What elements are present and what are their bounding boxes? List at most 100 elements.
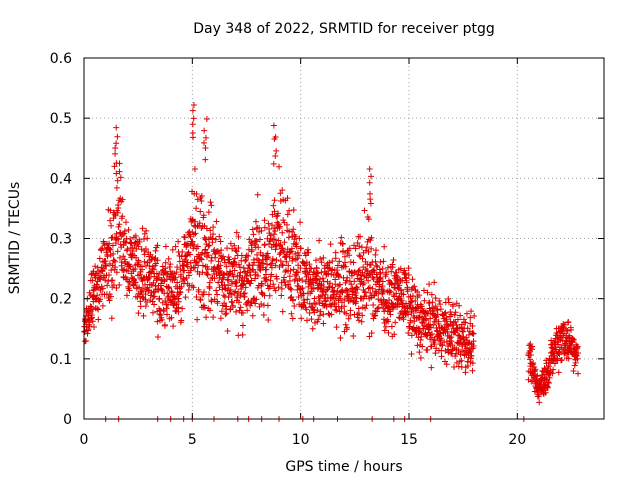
data-point	[198, 256, 205, 263]
data-point	[344, 274, 351, 281]
data-point	[135, 259, 142, 266]
data-point	[279, 229, 286, 236]
data-point	[433, 327, 440, 334]
data-point	[275, 237, 282, 244]
data-point	[317, 308, 324, 315]
data-point	[168, 314, 175, 321]
data-point	[437, 301, 444, 308]
data-point	[362, 247, 369, 254]
data-point	[368, 173, 375, 180]
data-point	[354, 314, 361, 321]
data-point	[113, 124, 120, 131]
data-point	[281, 274, 288, 281]
data-point	[161, 321, 168, 328]
data-point	[290, 296, 297, 303]
data-point	[116, 254, 123, 261]
data-point	[189, 238, 196, 245]
y-tick-label: 0.6	[50, 51, 72, 67]
data-point	[312, 301, 319, 308]
data-point	[179, 248, 186, 255]
data-point	[205, 252, 212, 259]
data-point	[198, 192, 205, 199]
data-point	[329, 284, 336, 291]
data-point	[313, 277, 320, 284]
data-point	[414, 288, 421, 295]
data-point	[450, 319, 457, 326]
data-point	[553, 346, 560, 353]
data-point	[172, 274, 179, 281]
data-point	[561, 321, 568, 328]
data-point	[288, 245, 295, 252]
data-point	[138, 263, 145, 270]
data-point	[272, 262, 279, 269]
data-point	[527, 344, 534, 351]
data-point	[287, 267, 294, 274]
data-point	[161, 277, 168, 284]
data-point	[412, 297, 419, 304]
data-point	[539, 386, 546, 393]
data-point	[167, 261, 174, 268]
data-point	[465, 331, 472, 338]
data-point	[113, 230, 120, 237]
data-point	[101, 273, 108, 280]
data-point	[391, 293, 398, 300]
chart-title: Day 348 of 2022, SRMTID for receiver ptg…	[193, 21, 495, 37]
data-point	[235, 245, 242, 252]
data-point	[89, 314, 96, 321]
data-point	[139, 294, 146, 301]
data-point	[232, 308, 239, 315]
data-point	[431, 279, 438, 286]
data-point	[416, 349, 423, 356]
data-point	[448, 311, 455, 318]
data-point	[381, 243, 388, 250]
data-point	[545, 379, 552, 386]
data-point	[216, 233, 223, 240]
data-point	[279, 187, 286, 194]
data-point	[119, 213, 126, 220]
data-point	[336, 308, 343, 315]
data-point	[405, 330, 412, 337]
data-point	[453, 359, 460, 366]
data-point	[248, 277, 255, 284]
data-point	[527, 352, 534, 359]
data-point	[358, 276, 365, 283]
data-point	[532, 366, 539, 373]
data-point	[408, 332, 415, 339]
data-point	[359, 269, 366, 276]
data-point	[544, 383, 551, 390]
data-point	[111, 257, 118, 264]
data-point	[545, 363, 552, 370]
data-point	[220, 274, 227, 281]
data-point	[333, 307, 340, 314]
data-point	[244, 269, 251, 276]
data-point	[445, 295, 452, 302]
data-point	[469, 330, 476, 337]
data-point	[109, 242, 116, 249]
data-point	[393, 290, 400, 297]
data-point	[105, 271, 112, 278]
data-point	[306, 309, 313, 316]
data-point	[389, 264, 396, 271]
data-point	[305, 249, 312, 256]
data-point	[397, 265, 404, 272]
data-point	[297, 219, 304, 226]
data-point	[247, 272, 254, 279]
data-point	[463, 310, 470, 317]
data-point	[203, 225, 210, 232]
data-point	[362, 305, 369, 312]
data-point	[229, 245, 236, 252]
data-point	[255, 244, 262, 251]
data-point	[411, 283, 418, 290]
data-point	[277, 258, 284, 265]
data-point	[151, 256, 158, 263]
data-point	[247, 302, 254, 309]
data-point	[443, 316, 450, 323]
data-point	[351, 278, 358, 285]
data-point	[213, 287, 220, 294]
data-point	[163, 305, 170, 312]
data-point	[300, 297, 307, 304]
data-point	[258, 300, 265, 307]
data-point	[218, 279, 225, 286]
data-point	[273, 213, 280, 220]
